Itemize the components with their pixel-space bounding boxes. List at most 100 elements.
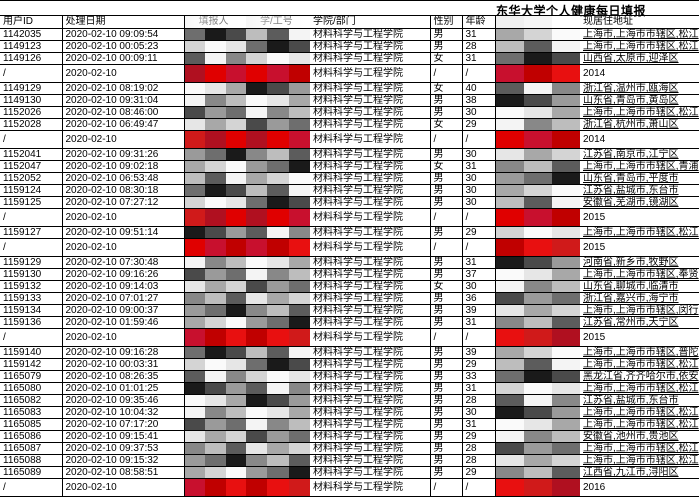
cell-user-id[interactable]: / [0, 478, 63, 497]
cell-age[interactable]: 31 [462, 316, 496, 329]
cell-address[interactable]: 上海市,上海市市辖区,松江 [580, 106, 699, 119]
cell-address[interactable]: 2015 [580, 208, 699, 227]
cell-user-id[interactable]: 1149129 [0, 82, 63, 95]
cell-department[interactable]: 材料科学与工程学院 [310, 358, 431, 371]
cell-user-id[interactable]: 1165089 [0, 466, 63, 479]
cell-date[interactable]: 2020-02-10 00:09:11 [62, 52, 185, 65]
cell-address[interactable]: 2014 [580, 64, 699, 83]
cell-age[interactable]: 39 [462, 346, 496, 359]
cell-department[interactable]: 材料科学与工程学院 [310, 82, 431, 95]
cell-department[interactable]: 材料科学与工程学院 [310, 304, 431, 317]
cell-sex[interactable]: 男 [430, 268, 463, 281]
cell-user-id[interactable]: 1142035 [0, 28, 63, 41]
cell-date[interactable]: 2020-02-10 09:31:04 [62, 94, 185, 107]
cell-address[interactable]: 江苏省,常州市,天宁区 [580, 316, 699, 329]
cell-date[interactable]: 2020-02-10 09:16:26 [62, 268, 185, 281]
cell-department[interactable]: 材料科学与工程学院 [310, 406, 431, 419]
cell-sex[interactable]: 男 [430, 382, 463, 395]
cell-address[interactable]: 山东省,青岛市,平度市 [580, 172, 699, 185]
cell-department[interactable]: 材料科学与工程学院 [310, 160, 431, 173]
cell-date[interactable]: 2020-02-10 08:26:35 [62, 370, 185, 383]
cell-age[interactable]: 28 [462, 454, 496, 467]
cell-sex[interactable]: 男 [430, 394, 463, 407]
cell-address[interactable]: 上海市,上海市市辖区,闵行 [580, 304, 699, 317]
cell-age[interactable]: 30 [462, 280, 496, 293]
cell-user-id[interactable]: 1152047 [0, 160, 63, 173]
cell-age[interactable]: / [462, 328, 496, 347]
cell-department[interactable]: 材料科学与工程学院 [310, 430, 431, 443]
cell-address[interactable]: 江西省,九江市,浔阳区 [580, 466, 699, 479]
cell-department[interactable]: 材料科学与工程学院 [310, 442, 431, 455]
cell-sex[interactable]: 男 [430, 346, 463, 359]
cell-age[interactable]: / [462, 64, 496, 83]
cell-age[interactable]: 31 [462, 160, 496, 173]
cell-department[interactable]: 材料科学与工程学院 [310, 418, 431, 431]
cell-age[interactable]: 38 [462, 94, 496, 107]
cell-user-id[interactable]: 1159140 [0, 346, 63, 359]
cell-department[interactable]: 材料科学与工程学院 [310, 454, 431, 467]
cell-user-id[interactable]: 1159134 [0, 304, 63, 317]
cell-sex[interactable]: / [430, 130, 463, 149]
cell-sex[interactable]: 男 [430, 316, 463, 329]
header-reporter[interactable]: 填报人 [184, 16, 246, 29]
cell-address[interactable]: 上海市,上海市市辖区,松江 [580, 358, 699, 371]
cell-user-id[interactable]: 1159124 [0, 184, 63, 197]
cell-sex[interactable]: 男 [430, 106, 463, 119]
cell-date[interactable]: 2020-02-10 01:01:25 [62, 382, 185, 395]
cell-address[interactable]: 2016 [580, 478, 699, 497]
cell-sex[interactable]: 女 [430, 82, 463, 95]
cell-user-id[interactable]: 1152026 [0, 106, 63, 119]
cell-sex[interactable]: / [430, 328, 463, 347]
cell-department[interactable]: 材料科学与工程学院 [310, 478, 431, 497]
cell-date[interactable]: 2020-02-10 09:15:32 [62, 454, 185, 467]
cell-sex[interactable]: 男 [430, 454, 463, 467]
cell-date[interactable]: 2020-02-10 00:03:31 [62, 358, 185, 371]
cell-sex[interactable]: 女 [430, 280, 463, 293]
cell-date[interactable]: 2020-02-10 09:14:03 [62, 280, 185, 293]
cell-sex[interactable]: / [430, 208, 463, 227]
cell-user-id[interactable]: 1165083 [0, 406, 63, 419]
cell-age[interactable]: 29 [462, 430, 496, 443]
cell-user-id[interactable]: 1152028 [0, 118, 63, 131]
cell-date[interactable]: 2020-02-10 08:46:00 [62, 106, 185, 119]
cell-date[interactable]: 2020-02-10 09:09:54 [62, 28, 185, 41]
cell-age[interactable]: 30 [462, 184, 496, 197]
cell-address[interactable]: 上海市,上海市市辖区,松江 [580, 28, 699, 41]
cell-sex[interactable]: 男 [430, 196, 463, 209]
cell-age[interactable]: 40 [462, 82, 496, 95]
cell-department[interactable]: 材料科学与工程学院 [310, 196, 431, 209]
cell-age[interactable]: 31 [462, 28, 496, 41]
cell-department[interactable]: 材料科学与工程学院 [310, 184, 431, 197]
cell-age[interactable]: 30 [462, 406, 496, 419]
cell-sex[interactable]: 男 [430, 226, 463, 239]
cell-address[interactable]: 江苏省,盐城市,东台市 [580, 184, 699, 197]
cell-address[interactable]: 上海市,上海市市辖区,普陀 [580, 346, 699, 359]
cell-department[interactable]: 材料科学与工程学院 [310, 28, 431, 41]
cell-age[interactable]: / [462, 238, 496, 257]
cell-user-id[interactable]: / [0, 238, 63, 257]
cell-sex[interactable]: 男 [430, 292, 463, 305]
cell-department[interactable]: 材料科学与工程学院 [310, 238, 431, 257]
cell-user-id[interactable]: 1159125 [0, 196, 63, 209]
header-staff-id[interactable]: 学/工号 [246, 16, 310, 29]
cell-address[interactable]: 上海市,上海市市辖区,松江 [580, 40, 699, 53]
cell-address[interactable]: 江苏省,南京市,江宁区 [580, 148, 699, 161]
cell-department[interactable]: 材料科学与工程学院 [310, 148, 431, 161]
cell-sex[interactable]: 女 [430, 52, 463, 65]
cell-date[interactable]: 2020-02-10 06:49:47 [62, 118, 185, 131]
cell-sex[interactable]: 男 [430, 28, 463, 41]
cell-address[interactable]: 2015 [580, 328, 699, 347]
cell-address[interactable]: 浙江省,温州市,瓯海区 [580, 82, 699, 95]
cell-date[interactable]: 2020-02-10 [62, 328, 185, 347]
cell-user-id[interactable]: 1159132 [0, 280, 63, 293]
cell-sex[interactable]: 男 [430, 430, 463, 443]
cell-department[interactable]: 材料科学与工程学院 [310, 292, 431, 305]
cell-department[interactable]: 材料科学与工程学院 [310, 172, 431, 185]
cell-user-id[interactable]: / [0, 64, 63, 83]
cell-user-id[interactable]: 1159142 [0, 358, 63, 371]
cell-address[interactable]: 黑龙江省,齐齐哈尔市,依安 [580, 370, 699, 383]
cell-user-id[interactable]: / [0, 130, 63, 149]
cell-address[interactable]: 2015 [580, 238, 699, 257]
cell-date[interactable]: 2020-02-10 09:15:41 [62, 430, 185, 443]
cell-user-id[interactable]: 1165087 [0, 442, 63, 455]
